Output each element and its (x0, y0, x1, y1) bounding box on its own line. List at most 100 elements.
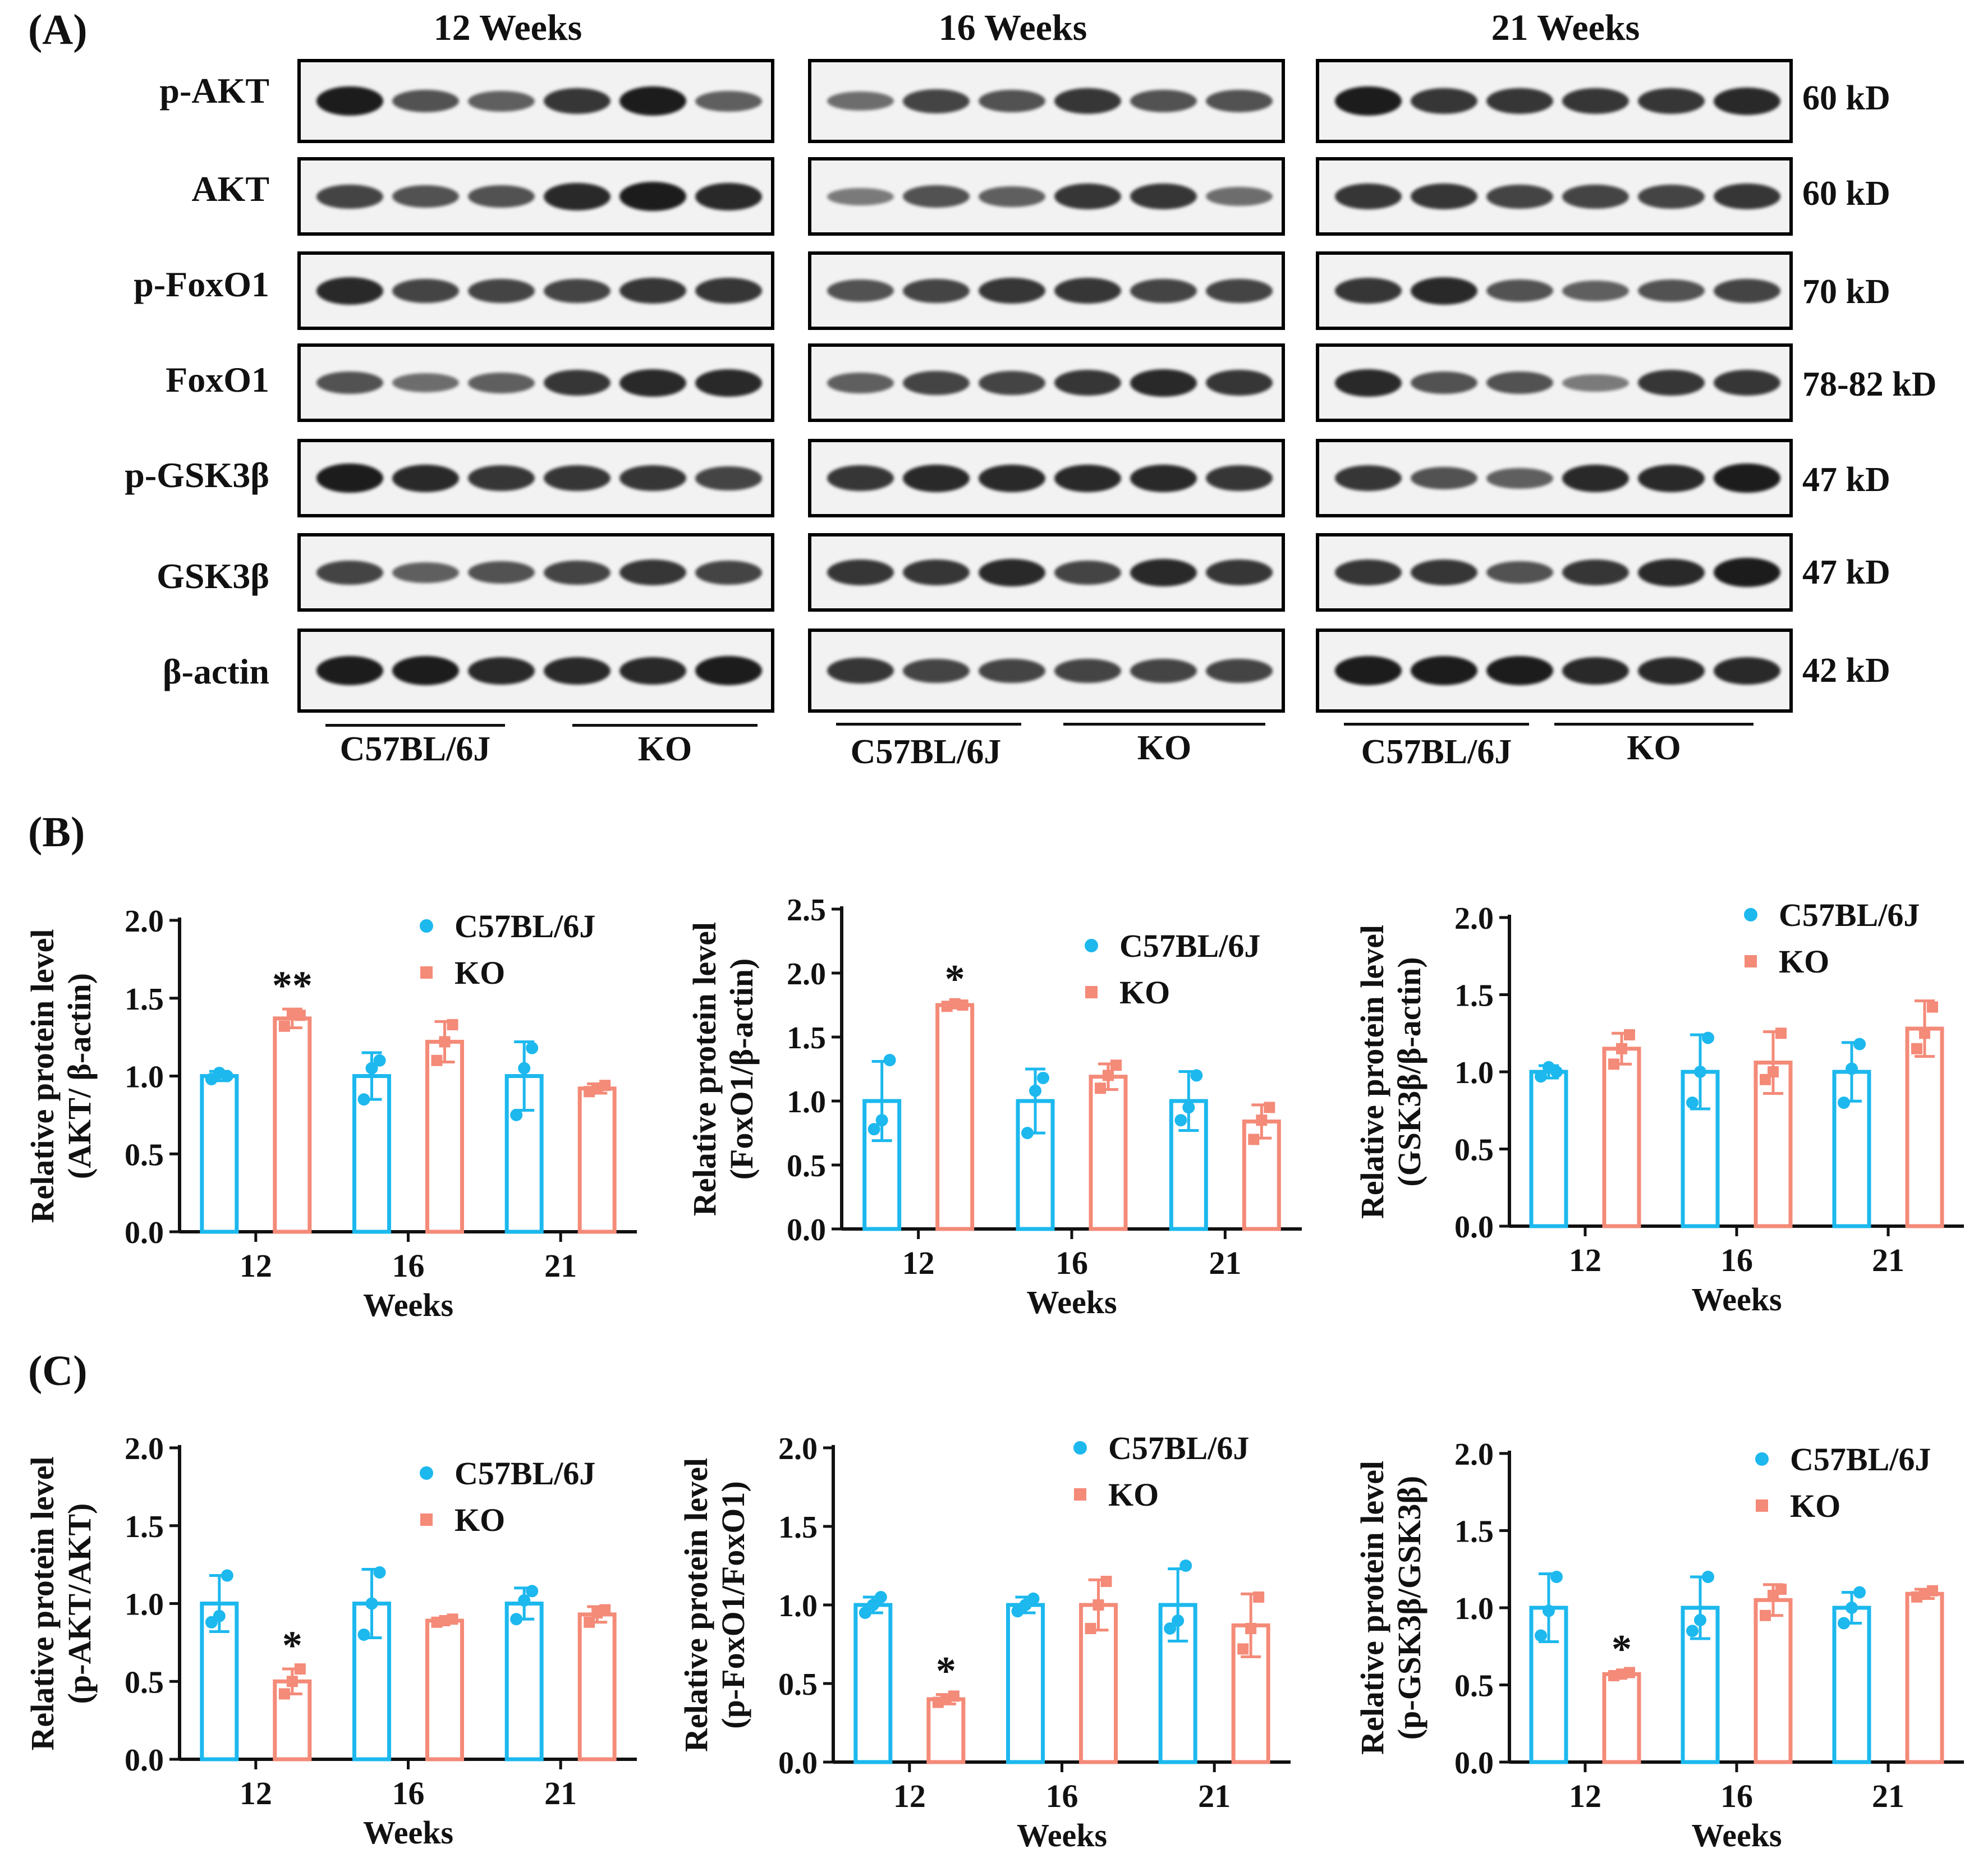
blot-band (1335, 184, 1402, 209)
y-axis-label-line1: Relative protein level (686, 922, 723, 1216)
significance-marker: * (282, 1623, 302, 1668)
data-point (1853, 1586, 1866, 1599)
blot-band (903, 185, 970, 208)
data-point (1624, 1029, 1635, 1040)
blot-band (1130, 184, 1197, 209)
blot-band (903, 464, 970, 492)
blot-band (316, 277, 383, 305)
blot-band (1638, 279, 1705, 302)
group-label-wt: C57BL/6J (339, 730, 491, 768)
bar-c57bl6j-21 (1832, 1606, 1871, 1764)
blot-band (1562, 374, 1629, 392)
data-point (357, 1629, 370, 1641)
legend-marker-c57bl6j (1085, 939, 1098, 952)
data-point (1535, 1070, 1547, 1083)
blot-band (544, 465, 610, 491)
blot-band (1054, 370, 1121, 396)
legend-marker-c57bl6j (1755, 1452, 1769, 1466)
bar-ko-16 (425, 1618, 464, 1762)
blot-band (392, 278, 459, 303)
legend-label-c57bl6j: C57BL/6J (1779, 897, 1920, 933)
bar-ko-16 (1089, 1075, 1128, 1231)
blot-band (1054, 88, 1121, 114)
blot-band (392, 373, 459, 392)
blot-band (468, 465, 535, 491)
x-axis-label: Weeks (1026, 1284, 1117, 1320)
y-tick-label: 2.0 (1454, 1437, 1494, 1472)
y-tick-label: 0.0 (125, 1743, 164, 1778)
blot-band (1206, 187, 1273, 206)
blot-kd-label: 60 kD (1802, 79, 1890, 117)
data-point (365, 1062, 378, 1075)
blot-band (1206, 370, 1273, 396)
data-point (1095, 1083, 1106, 1094)
blot-band (468, 561, 535, 584)
data-point (431, 1054, 443, 1066)
data-point (1172, 1614, 1185, 1627)
bar-c57bl6j-12 (853, 1603, 893, 1764)
bar-c57bl6j-12 (1529, 1070, 1568, 1228)
data-point (1021, 1127, 1034, 1139)
data-point (1245, 1623, 1257, 1634)
blot-band (827, 465, 894, 491)
data-point (883, 1054, 896, 1067)
blot-band (695, 560, 762, 585)
bar-ko-12 (1602, 1047, 1641, 1228)
bar-ko-12 (935, 1003, 975, 1231)
y-tick-label: 0.0 (778, 1746, 818, 1781)
blot-band (903, 559, 970, 585)
blot-band (316, 371, 383, 394)
chart-gsk3b: 0.0 0.5 1.0 1.5 2.0 Relative protein level (GS… (1354, 897, 1964, 1318)
group-label-ko: KO (1137, 729, 1192, 767)
data-point (1768, 1066, 1779, 1077)
blot-box (808, 157, 1285, 236)
blot-band (544, 560, 610, 585)
legend-label-ko: KO (1790, 1488, 1840, 1524)
blot-band (468, 185, 535, 208)
x-tick-label: 12 (240, 1247, 272, 1284)
y-tick-label: 1.5 (125, 982, 164, 1017)
blot-band (979, 186, 1045, 207)
bar-c57bl6j-12 (200, 1074, 239, 1234)
blot-band (392, 656, 459, 685)
data-point (510, 1613, 523, 1626)
data-point (957, 999, 968, 1011)
data-point (1253, 1591, 1265, 1603)
blot-band (1054, 464, 1121, 492)
data-point (1190, 1069, 1203, 1082)
group-underline-ko (1063, 723, 1265, 726)
data-point (867, 1123, 880, 1136)
blot-band (392, 464, 459, 492)
data-point (1264, 1102, 1275, 1113)
data-point (294, 1010, 306, 1021)
blot-band (468, 657, 535, 685)
data-point (278, 1688, 290, 1700)
y-tick-label: 1.5 (778, 1510, 818, 1545)
blot-week-title-16: 16 Weeks (938, 7, 1087, 48)
chart-akt: 0.0 0.5 1.0 1.5 2.0 Relative protein level (AK… (24, 904, 637, 1323)
blot-week-title-21: 21 Weeks (1491, 7, 1640, 48)
blot-band (316, 184, 383, 209)
data-point (447, 1019, 458, 1030)
x-tick-label: 12 (240, 1775, 272, 1811)
blot-band (1335, 465, 1402, 491)
legend-marker-ko (1756, 1499, 1768, 1512)
y-axis-label-line1: Relative protein level (1354, 925, 1390, 1219)
blot-band (1486, 561, 1553, 584)
legend-label-ko: KO (455, 1502, 505, 1538)
legend-marker-c57bl6j (1073, 1441, 1087, 1455)
blot-band (1411, 88, 1477, 114)
blot-box (808, 251, 1285, 330)
data-point (447, 1613, 458, 1625)
y-axis-label-line1: Relative protein level (24, 1456, 61, 1750)
legend-marker-c57bl6j (420, 1466, 433, 1480)
blot-box (297, 343, 774, 422)
blot-band (1054, 658, 1121, 683)
data-point (1927, 1001, 1938, 1013)
bar-ko-12 (1602, 1672, 1641, 1764)
blot-band (1411, 559, 1477, 585)
blot-band (1130, 369, 1197, 397)
blot-band (1335, 86, 1402, 116)
data-point (373, 1566, 386, 1579)
blot-band (695, 90, 762, 112)
